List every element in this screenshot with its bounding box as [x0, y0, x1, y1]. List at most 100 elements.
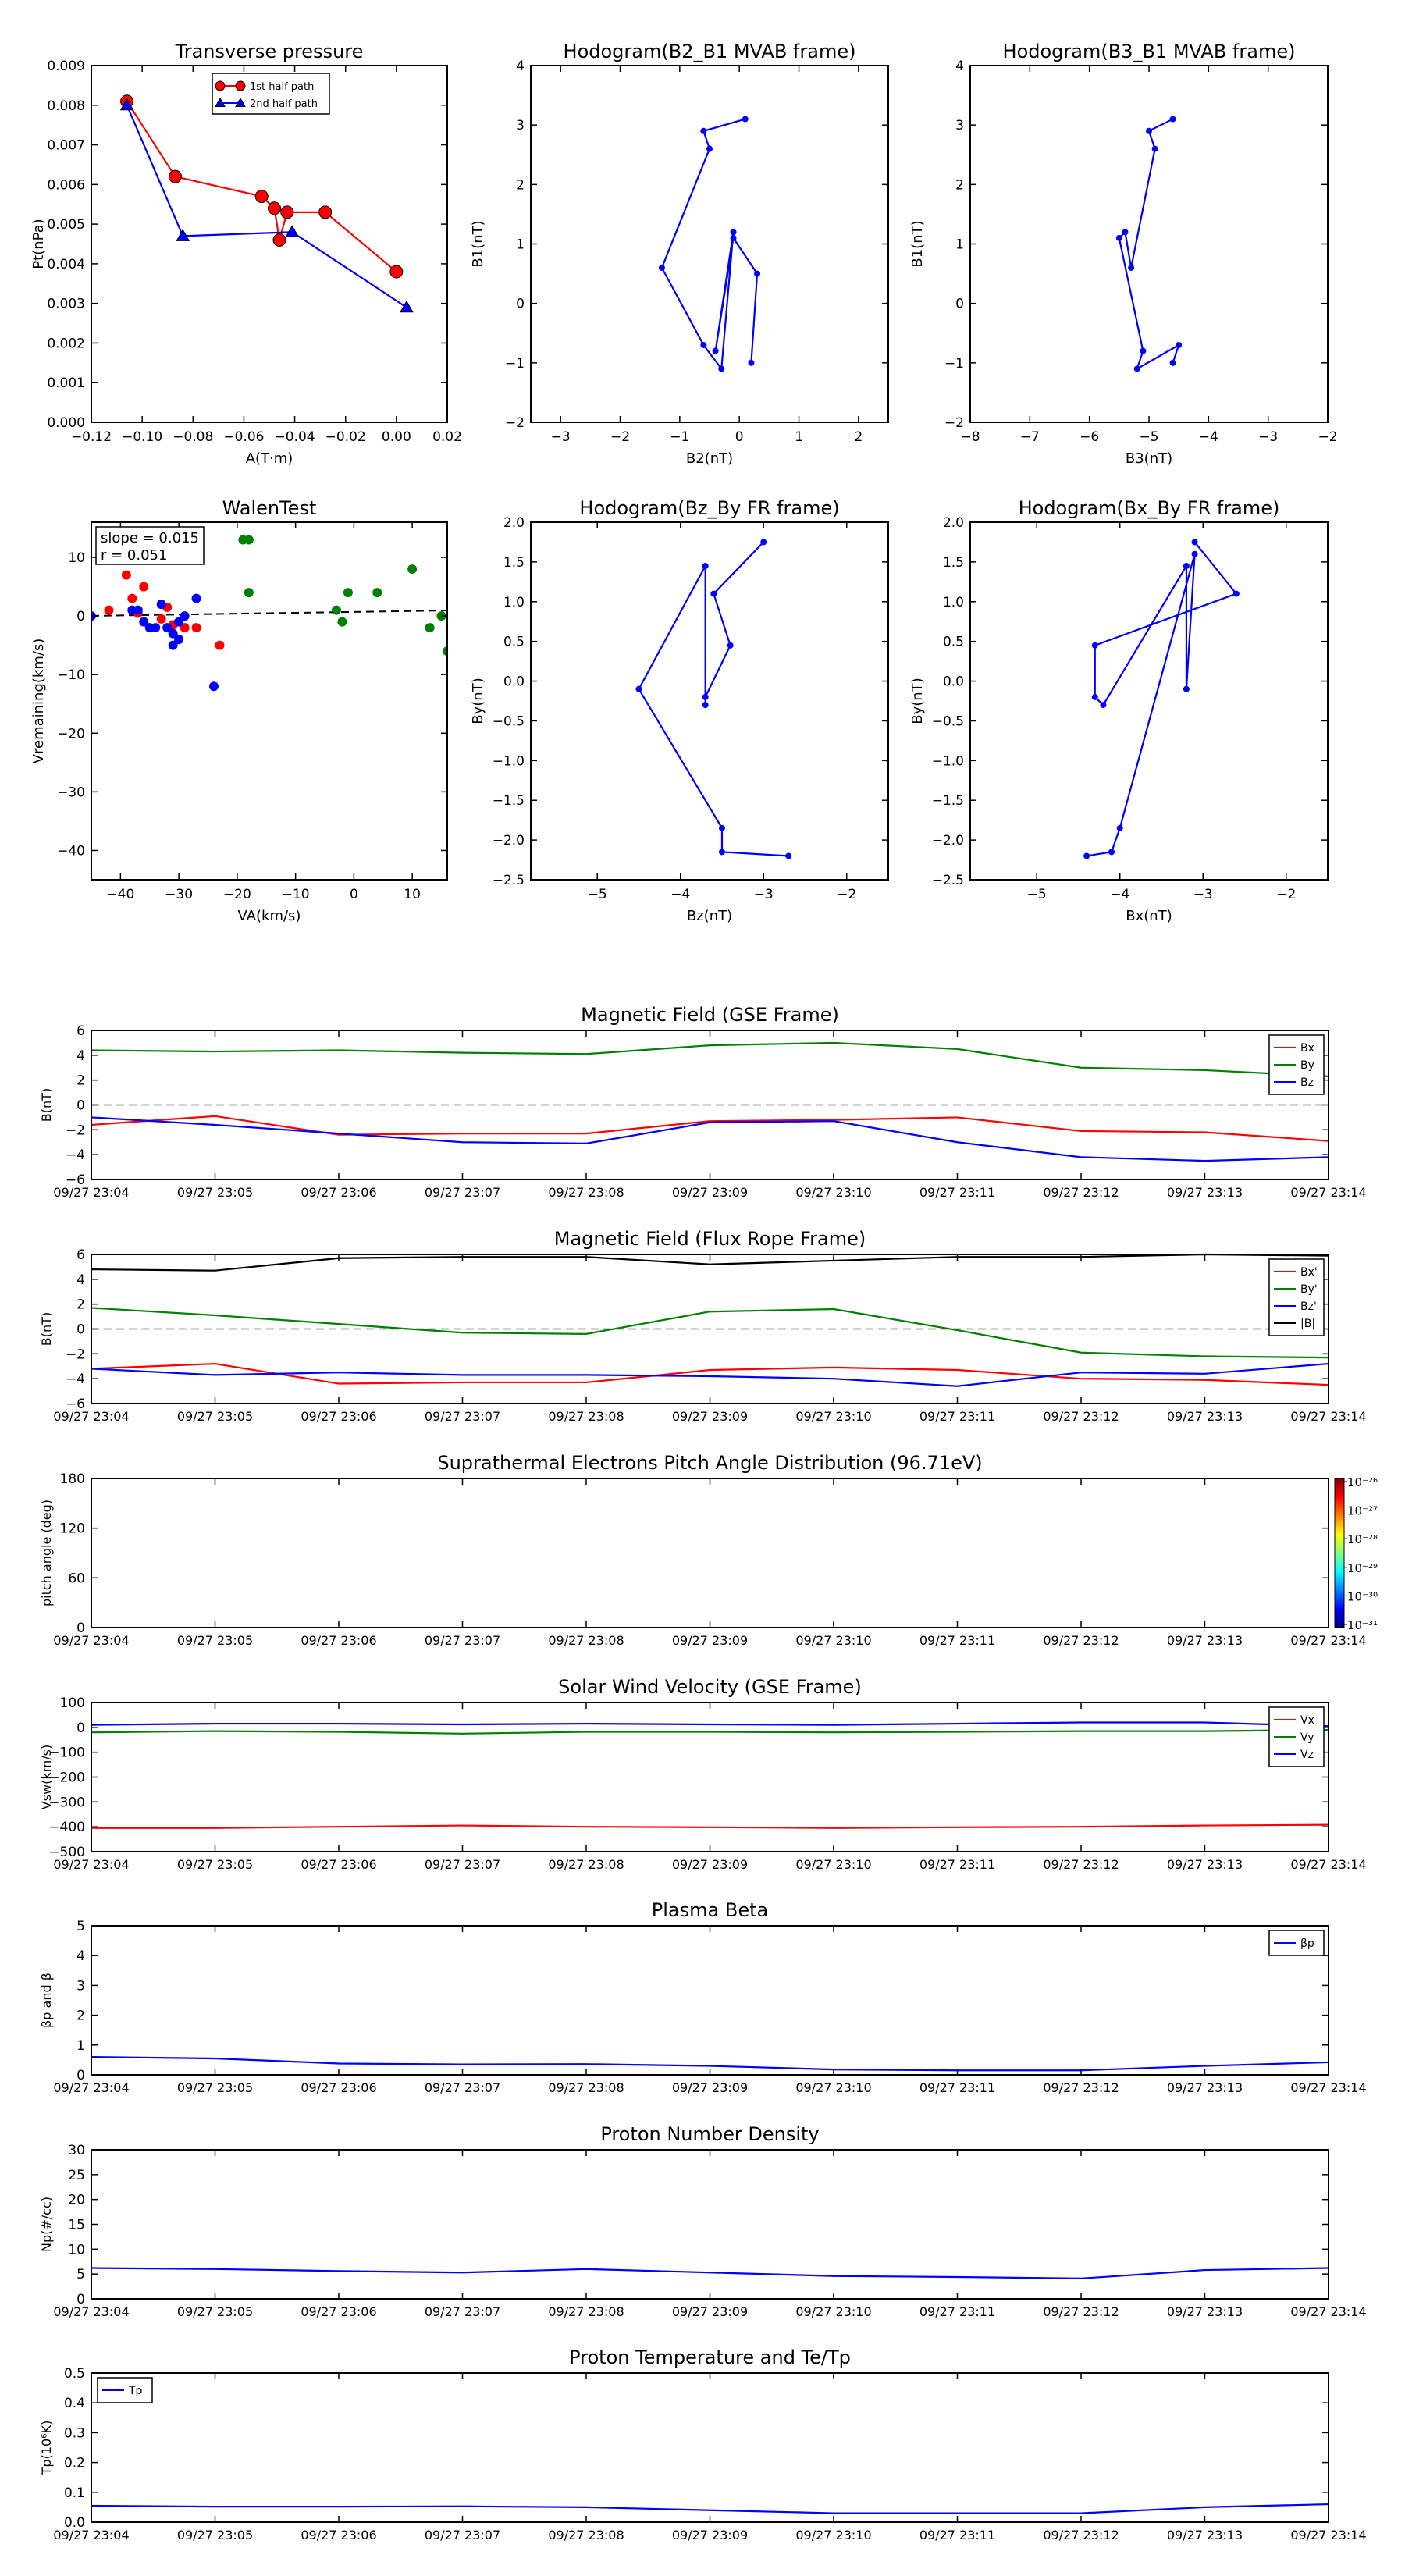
chart-title: Solar Wind Velocity (GSE Frame): [558, 1676, 862, 1698]
x-tick-label: 09/27 23:04: [53, 2080, 129, 2095]
data-point: [718, 824, 725, 831]
y-tick-label: 0.006: [47, 177, 85, 193]
y-tick-label: −2: [944, 415, 964, 431]
series-Vx: [91, 1823, 1329, 1829]
y-tick-label: 2: [955, 177, 964, 193]
y-tick-label: −200: [48, 1770, 85, 1786]
x-tick-label: −30: [165, 887, 193, 902]
series-2: [238, 535, 447, 656]
x-tick-label: 09/27 23:05: [177, 2080, 253, 2095]
y-tick-label: 4: [955, 59, 964, 74]
y-tick-label: 5: [76, 2267, 85, 2282]
legend-label: Vx: [1300, 1714, 1314, 1727]
legend-label: Bz: [1300, 1076, 1314, 1089]
chart-title: Hodogram(B3_B1 MVAB frame): [1003, 41, 1296, 62]
x-tick-label: 09/27 23:05: [177, 2304, 253, 2319]
series-0: [635, 539, 792, 859]
data-point: [1183, 562, 1190, 569]
y-axis-label: βp and β: [39, 1973, 54, 2028]
y-axis-label: Vremaining(km/s): [30, 639, 47, 764]
x-tick-label: 09/27 23:14: [1290, 1185, 1366, 1200]
y-tick-label: 0: [76, 1322, 85, 1338]
chart-np: Proton Number Density 09/27 23:04 09/27 23…: [39, 2123, 1367, 2319]
y-tick-label: 2.0: [943, 515, 964, 531]
data-point: [400, 300, 414, 313]
legend-label: Bz': [1300, 1300, 1317, 1313]
x-tick-label: −5: [1027, 887, 1047, 902]
series-By': [91, 1307, 1329, 1359]
x-tick-label: 09/27 23:05: [177, 1857, 253, 1872]
x-tick-label: 09/27 23:07: [425, 2528, 500, 2542]
data-point: [127, 593, 137, 603]
chart-title: Transverse pressure: [175, 41, 364, 62]
y-axis-label: Vsw(km/s): [39, 1745, 54, 1809]
y-tick-label: −1.0: [932, 753, 964, 769]
x-tick-label: 09/27 23:11: [919, 2528, 995, 2542]
series-0: [658, 116, 761, 372]
series-0: [1083, 539, 1240, 859]
data-point: [1116, 824, 1123, 831]
plot-frame: [530, 65, 889, 423]
data-point: [180, 623, 190, 633]
plot-area: [1083, 539, 1240, 859]
data-point: [702, 702, 709, 709]
legend-label: Tp: [128, 2385, 143, 2397]
y-tick-label: 120: [60, 1521, 85, 1537]
x-tick-label: 09/27 23:05: [177, 1409, 253, 1424]
colorbar-label: 10⁻²⁶: [1347, 1475, 1378, 1489]
data-point: [760, 539, 767, 546]
y-tick-label: 4: [516, 59, 525, 74]
legend-label: Bx': [1300, 1266, 1318, 1279]
x-tick-label: 09/27 23:06: [301, 1857, 376, 1872]
colorbar: [1334, 1478, 1345, 1628]
y-tick-label: 3: [516, 118, 525, 133]
x-tick-label: 09/27 23:10: [795, 2304, 871, 2319]
y-tick-label: −2.5: [932, 873, 964, 888]
x-tick-label: 09/27 23:14: [1290, 1857, 1366, 1872]
data-point: [372, 588, 382, 598]
x-axis-label: B3(nT): [1126, 450, 1172, 467]
data-point: [727, 642, 734, 649]
y-axis-label: Np(#/cc): [39, 2197, 54, 2252]
y-tick-label: 0.0: [943, 674, 964, 690]
x-tick-label: −3: [754, 887, 774, 902]
y-tick-label: 10: [68, 2242, 85, 2258]
plot-frame: [969, 65, 1329, 423]
annotation-text: slope = 0.015: [101, 530, 199, 546]
data-point: [174, 635, 184, 645]
x-tick-label: 09/27 23:06: [301, 1633, 376, 1648]
x-tick-label: −2: [837, 887, 856, 902]
y-axis-label: Pt(nPa): [30, 219, 47, 269]
x-tick-label: 09/27 23:13: [1167, 1409, 1243, 1424]
y-tick-label: 0.007: [47, 138, 85, 154]
colorbar-label: 10⁻²⁸: [1347, 1532, 1378, 1546]
x-tick-label: −5: [1139, 429, 1158, 445]
x-tick-label: 09/27 23:05: [177, 2528, 253, 2542]
x-tick-label: 09/27 23:05: [177, 1185, 253, 1200]
x-tick-label: 09/27 23:13: [1167, 2528, 1243, 2542]
data-point: [710, 590, 717, 597]
y-axis-label: B(nT): [39, 1088, 54, 1122]
series-line: [91, 1823, 1329, 1829]
series-Bx: [91, 1115, 1329, 1142]
data-point: [1151, 145, 1158, 152]
y-tick-label: 0.003: [47, 297, 85, 312]
y-axis-label: pitch angle (deg): [39, 1500, 54, 1606]
y-tick-label: 0: [516, 297, 525, 312]
y-tick-label: −2.0: [493, 833, 525, 849]
data-point: [244, 588, 254, 598]
y-tick-label: 100: [60, 1695, 85, 1711]
x-tick-label: 09/27 23:04: [53, 1409, 129, 1424]
x-tick-label: 09/27 23:10: [795, 1185, 871, 1200]
y-tick-label: 1.5: [503, 555, 525, 571]
x-tick-label: −3: [1258, 429, 1278, 445]
x-tick-label: 09/27 23:14: [1290, 1409, 1366, 1424]
series-0: [104, 570, 225, 650]
y-tick-label: 1: [955, 237, 964, 253]
series-Bx': [91, 1362, 1329, 1386]
y-tick-label: 30: [68, 2143, 85, 2158]
y-tick-label: 0.5: [943, 635, 964, 650]
y-tick-label: −6: [66, 1397, 85, 1412]
plot-frame: [91, 65, 448, 423]
series-line: [1086, 541, 1238, 857]
